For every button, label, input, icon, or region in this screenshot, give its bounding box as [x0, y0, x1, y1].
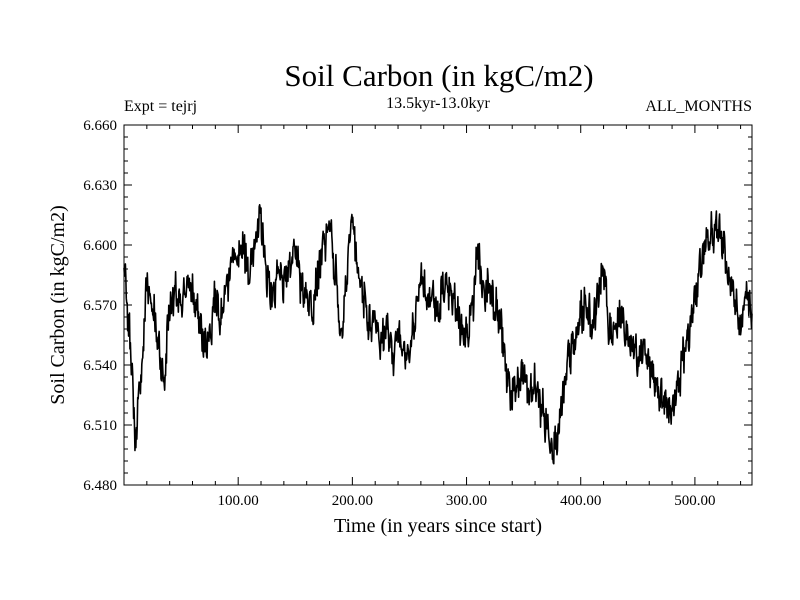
y-axis-title: Soil Carbon (in kgC/m2) — [47, 205, 69, 404]
y-tick-label: 6.540 — [83, 358, 117, 374]
months-label: ALL_MONTHS — [645, 98, 752, 115]
experiment-label: Expt = tejrj — [124, 98, 197, 115]
y-tick-label: 6.660 — [83, 118, 117, 134]
series-layer — [123, 203, 753, 465]
x-tick-label: 200.00 — [332, 493, 373, 509]
period-label: 13.5kyr-13.0kyr — [386, 95, 490, 112]
x-tick-label: 100.00 — [218, 493, 259, 509]
y-tick-label: 6.630 — [83, 178, 117, 194]
y-tick-label: 6.600 — [83, 238, 117, 254]
x-tick-label: 400.00 — [560, 493, 601, 509]
y-tick-label: 6.510 — [83, 418, 117, 434]
x-axis-title: Time (in years since start) — [334, 515, 542, 537]
y-tick-label: 6.570 — [83, 298, 117, 314]
x-tick-label: 300.00 — [446, 493, 487, 509]
y-tick-label: 6.480 — [83, 478, 117, 494]
soil-carbon-series-line — [123, 203, 753, 465]
x-tick-label: 500.00 — [674, 493, 715, 509]
chart-title: Soil Carbon (in kgC/m2) — [284, 58, 593, 93]
x-axis-ticks: 100.00 200.00 300.00 400.00 500.00 — [146, 125, 742, 509]
y-axis-ticks: 6.480 6.510 6.540 6.570 6.600 6.630 6.660 — [83, 118, 752, 494]
plot-frame — [123, 124, 753, 486]
